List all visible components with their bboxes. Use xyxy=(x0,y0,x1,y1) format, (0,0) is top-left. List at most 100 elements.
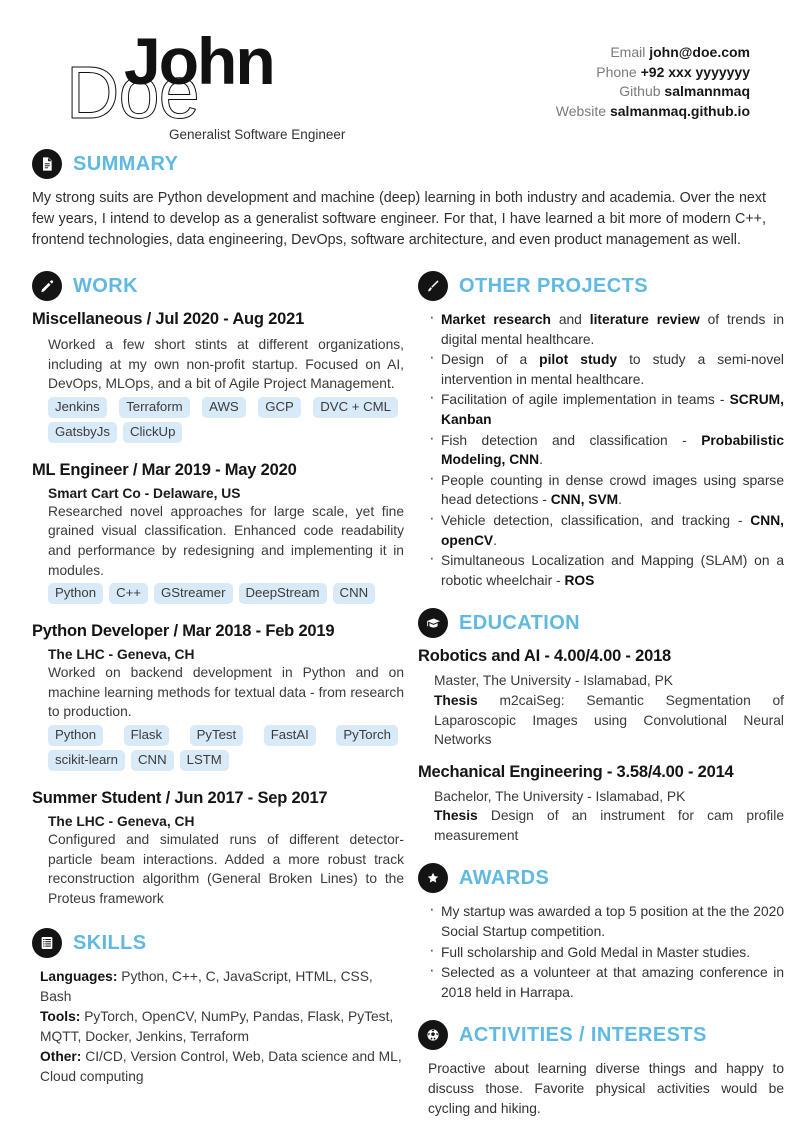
work-title: WORK xyxy=(73,274,138,297)
tag-row: scikit-learn CNN LSTM xyxy=(48,749,404,775)
education-entry-sub: Master, The University - Islamabad, PK xyxy=(434,673,673,689)
list-item: Selected as a volunteer at that amazing … xyxy=(428,960,784,1002)
contact-row-github: Github salmannmaq xyxy=(556,82,750,102)
list-item: Facilitation of agile implementation in … xyxy=(428,387,784,429)
work-entry-body: Smart Cart Co - Delaware, US Researched … xyxy=(32,486,404,608)
section-work: WORK Miscellaneous / Jul 2020 - Aug 2021… xyxy=(32,271,404,908)
skill-tag: scikit-learn xyxy=(48,749,126,771)
brush-icon xyxy=(418,271,448,301)
other-projects-list: Market research and literature review of… xyxy=(418,307,784,590)
contact-value-website[interactable]: salmanmaq.github.io xyxy=(609,102,750,119)
tag-row: Jenkins Terraform AWS GCP DVC + CML xyxy=(48,396,404,422)
contact-row-website: Website salmanmaq.github.io xyxy=(556,102,750,122)
skill-tag: ClickUp xyxy=(122,421,183,443)
pencil-icon xyxy=(32,271,62,301)
skill-tag: Python xyxy=(48,583,104,605)
work-entry-description: Configured and simulated runs of differe… xyxy=(48,831,404,906)
list-item: People counting in dense crowd images us… xyxy=(428,468,784,510)
education-entry-body: Master, The University - Islamabad, PK T… xyxy=(418,671,784,749)
work-entry-tags: Python Flask PyTest FastAI PyTorch sciki… xyxy=(48,724,404,775)
list-item: Fish detection and classification - Prob… xyxy=(428,428,784,470)
skill-label-other: Other: xyxy=(40,1049,82,1065)
skill-tag: GStreamer xyxy=(154,583,233,605)
tag-row: GatsbyJs ClickUp xyxy=(48,421,404,447)
summary-text: My strong suits are Python development a… xyxy=(32,190,766,248)
star-icon xyxy=(418,863,448,894)
section-summary: SUMMARY My strong suits are Python devel… xyxy=(24,143,770,251)
work-entry-org: The LHC - Geneva, CH xyxy=(48,813,195,829)
activities-title: ACTIVITIES / INTERESTS xyxy=(459,1023,707,1046)
summary-title: SUMMARY xyxy=(73,152,179,175)
tag-row: Python Flask PyTest FastAI PyTorch xyxy=(48,724,404,750)
skill-tag: Flask xyxy=(123,724,170,746)
skill-label-languages: Languages: xyxy=(40,969,118,985)
skill-tag: CNN xyxy=(332,583,376,605)
contact-label-github: Github xyxy=(619,83,661,99)
skill-tag: Jenkins xyxy=(48,396,107,418)
contact-value-email[interactable]: john@doe.com xyxy=(649,44,750,60)
skill-tag: CNN xyxy=(131,749,174,771)
list-item: My startup was awarded a top 5 position … xyxy=(428,899,784,941)
left-column: WORK Miscellaneous / Jul 2020 - Aug 2021… xyxy=(32,271,404,1134)
skill-tag: AWS xyxy=(202,396,246,418)
list-item: Market research and literature review of… xyxy=(428,307,784,349)
skill-tag: C++ xyxy=(109,583,148,605)
list-item: Design of a pilot study to study a semi-… xyxy=(428,347,784,389)
last-name: Doe xyxy=(66,51,201,134)
skill-tag: DeepStream xyxy=(238,583,327,605)
soccer-ball-icon xyxy=(418,1020,448,1051)
education-entry-thesis: Thesis Design of an instrument for cam p… xyxy=(434,806,784,845)
skill-line-other: Other: CI/CD, Version Control, Web, Data… xyxy=(40,1047,404,1087)
awards-title: AWARDS xyxy=(459,866,550,889)
education-section-header: EDUCATION xyxy=(418,608,784,639)
list-item: Full scholarship and Gold Medal in Maste… xyxy=(428,940,784,963)
document-icon xyxy=(32,149,62,179)
list-item: Simultaneous Localization and Mapping (S… xyxy=(428,548,784,590)
work-entry: Miscellaneous / Jul 2020 - Aug 2021 Work… xyxy=(32,310,404,447)
thesis-text: Design of an instrument for cam profile … xyxy=(434,808,784,843)
skill-value-languages: Python, C++, C, JavaScript, HTML, CSS, B… xyxy=(40,969,373,1005)
work-entry-description: Worked a few short stints at different o… xyxy=(48,337,404,392)
skill-tag: GatsbyJs xyxy=(48,421,117,443)
contact-value-phone[interactable]: +92 xxx yyyyyyy xyxy=(640,63,750,80)
skill-line-languages: Languages: Python, C++, C, JavaScript, H… xyxy=(40,967,404,1007)
work-entry-body: The LHC - Geneva, CH Worked on backend d… xyxy=(32,647,404,775)
section-activities: ACTIVITIES / INTERESTS Proactive about l… xyxy=(418,1020,784,1118)
skill-tag: PyTorch xyxy=(336,724,398,746)
skill-value-other: CI/CD, Version Control, Web, Data scienc… xyxy=(40,1049,402,1085)
graduation-cap-icon xyxy=(418,608,448,639)
skills-section-header: SKILLS xyxy=(32,928,404,959)
other-projects-section-header: OTHER PROJECTS xyxy=(418,271,784,301)
work-entry-description: Researched novel approaches for large sc… xyxy=(48,503,404,578)
skill-tag: DVC + CML xyxy=(313,396,398,418)
work-entry-title: Miscellaneous / Jul 2020 - Aug 2021 xyxy=(32,310,305,328)
skill-tag: FastAI xyxy=(263,724,316,746)
work-entry-org: The LHC - Geneva, CH xyxy=(48,647,195,663)
tag-row: Python C++ GStreamer DeepStream CNN xyxy=(48,583,404,608)
work-section-header: WORK xyxy=(32,271,404,301)
resume-header: Doe John Generalist Software Engineer Em… xyxy=(24,0,770,143)
skill-tag: GCP xyxy=(258,396,301,418)
skill-label-tools: Tools: xyxy=(40,1009,81,1025)
name-block: Doe John Generalist Software Engineer xyxy=(44,20,464,142)
section-awards: AWARDS My startup was awarded a top 5 po… xyxy=(418,863,784,1002)
education-entry-title: Robotics and AI - 4.00/4.00 - 2018 xyxy=(418,647,672,666)
contact-label-email: Email xyxy=(610,44,646,60)
contact-value-github[interactable]: salmannmaq xyxy=(664,83,750,99)
contact-label-phone: Phone xyxy=(596,63,637,80)
work-entry-tags: Jenkins Terraform AWS GCP DVC + CML Gats… xyxy=(48,396,404,447)
job-subtitle: Generalist Software Engineer xyxy=(169,127,346,142)
skill-value-tools: PyTorch, OpenCV, NumPy, Pandas, Flask, P… xyxy=(40,1009,394,1045)
section-other-projects: OTHER PROJECTS Market research and liter… xyxy=(418,271,784,590)
education-title: EDUCATION xyxy=(459,611,581,634)
education-entry-title: Mechanical Engineering - 3.58/4.00 - 201… xyxy=(418,762,734,781)
education-entry-sub: Bachelor, The University - Islamabad, PK xyxy=(434,788,686,804)
education-entry: Mechanical Engineering - 3.58/4.00 - 201… xyxy=(418,763,784,846)
contact-block: Email john@doe.com Phone +92 xxx yyyyyyy… xyxy=(556,43,750,121)
skill-tag: LSTM xyxy=(179,749,229,771)
awards-section-header: AWARDS xyxy=(418,863,784,894)
education-entry-body: Bachelor, The University - Islamabad, PK… xyxy=(418,787,784,846)
work-entry: ML Engineer / Mar 2019 - May 2020 Smart … xyxy=(32,461,404,608)
contact-row-phone: Phone +92 xxx yyyyyyy xyxy=(556,63,750,83)
